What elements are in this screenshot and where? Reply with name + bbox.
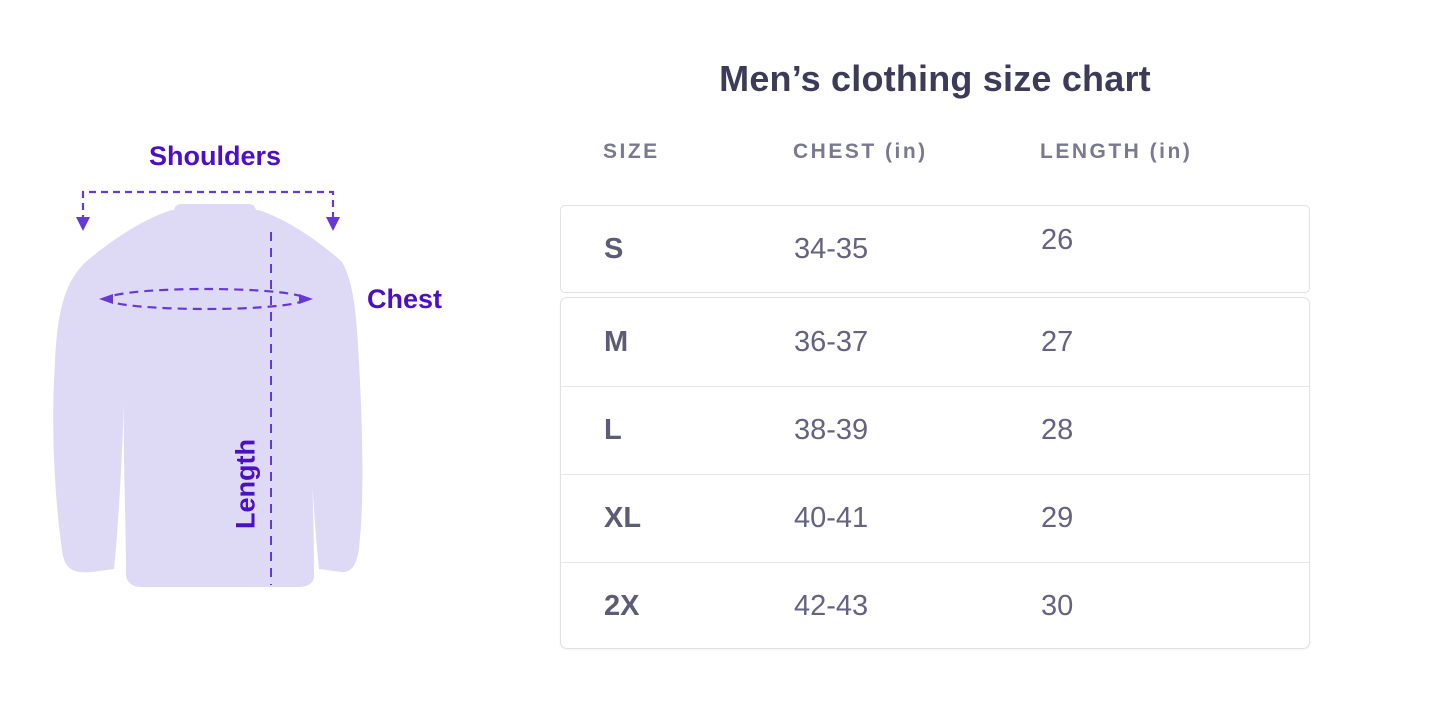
- size-cell: M: [604, 325, 629, 358]
- size-row-card-s: S 34-35 26: [560, 205, 1310, 293]
- length-cell: 29: [1041, 502, 1074, 534]
- size-cell: L: [604, 414, 622, 446]
- column-header-size: SIZE: [603, 140, 660, 163]
- shoulders-arrow-right-icon: [326, 217, 340, 231]
- table-row: S 34-35 26: [561, 206, 1309, 292]
- shoulders-measure-line: [81, 190, 335, 222]
- length-cell: 28: [1041, 414, 1074, 446]
- length-cell: 26: [1041, 223, 1074, 256]
- chest-label: Chest: [367, 284, 443, 314]
- table-header-row: SIZE CHEST (in) LENGTH (in): [560, 140, 1310, 164]
- table-row: L 38-39 28: [561, 386, 1309, 474]
- size-rows-card: M 36-37 27 L 38-39 28 XL 40-41 29 2X 42-…: [560, 297, 1310, 649]
- length-cell: 30: [1041, 590, 1074, 622]
- length-label: Length: [230, 439, 261, 529]
- size-cell: XL: [604, 502, 642, 534]
- length-cell: 27: [1041, 325, 1074, 358]
- chest-cell: 42-43: [794, 590, 869, 622]
- shoulders-label: Shoulders: [149, 141, 282, 171]
- chest-cell: 40-41: [794, 502, 869, 534]
- table-row: 2X 42-43 30: [561, 562, 1309, 650]
- chest-arrow-left-icon: [99, 294, 113, 304]
- table-row: M 36-37 27: [561, 298, 1309, 386]
- shirt-diagram: [53, 190, 363, 587]
- chest-arrow-right-icon: [299, 294, 313, 304]
- column-header-chest: CHEST (in): [793, 140, 928, 163]
- chest-cell: 34-35: [794, 232, 869, 265]
- chest-cell: 38-39: [794, 414, 869, 446]
- page-title: Men’s clothing size chart: [719, 58, 1151, 99]
- shoulders-arrow-left-icon: [76, 217, 90, 231]
- column-header-length: LENGTH (in): [1040, 140, 1193, 163]
- shirt-body-shape: [53, 210, 363, 587]
- size-cell: S: [604, 232, 624, 265]
- chest-cell: 36-37: [794, 325, 869, 358]
- size-cell: 2X: [604, 590, 640, 622]
- table-row: XL 40-41 29: [561, 474, 1309, 562]
